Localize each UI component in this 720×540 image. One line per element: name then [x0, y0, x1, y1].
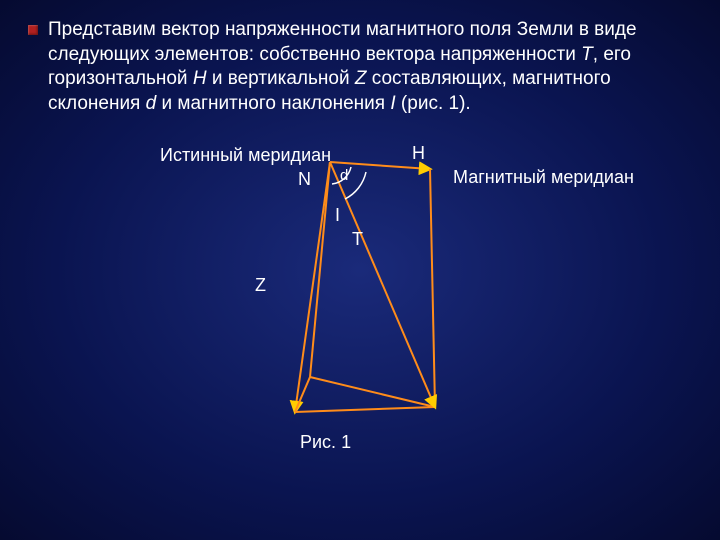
edge-bottom: [295, 407, 435, 412]
edge-H-down: [430, 169, 435, 407]
label-T: T: [352, 229, 363, 250]
label-d: d: [340, 167, 348, 184]
label-I: I: [335, 205, 340, 226]
main-paragraph: Представим вектор напряженности магнитно…: [48, 18, 692, 117]
vector-Z-front: [295, 162, 330, 412]
edge-back-diag: [310, 377, 435, 407]
bullet-square: [28, 25, 38, 35]
diagram: Истинный меридиан H Магнитный меридиан N…: [0, 117, 720, 457]
edge-origin-N: [310, 162, 330, 377]
label-N: N: [298, 169, 311, 190]
label-H: H: [412, 143, 425, 164]
label-caption: Рис. 1: [300, 432, 351, 453]
label-magnetic-meridian: Магнитный меридиан: [453, 167, 634, 188]
label-true-meridian: Истинный меридиан: [160, 145, 331, 166]
label-Z: Z: [255, 275, 266, 296]
